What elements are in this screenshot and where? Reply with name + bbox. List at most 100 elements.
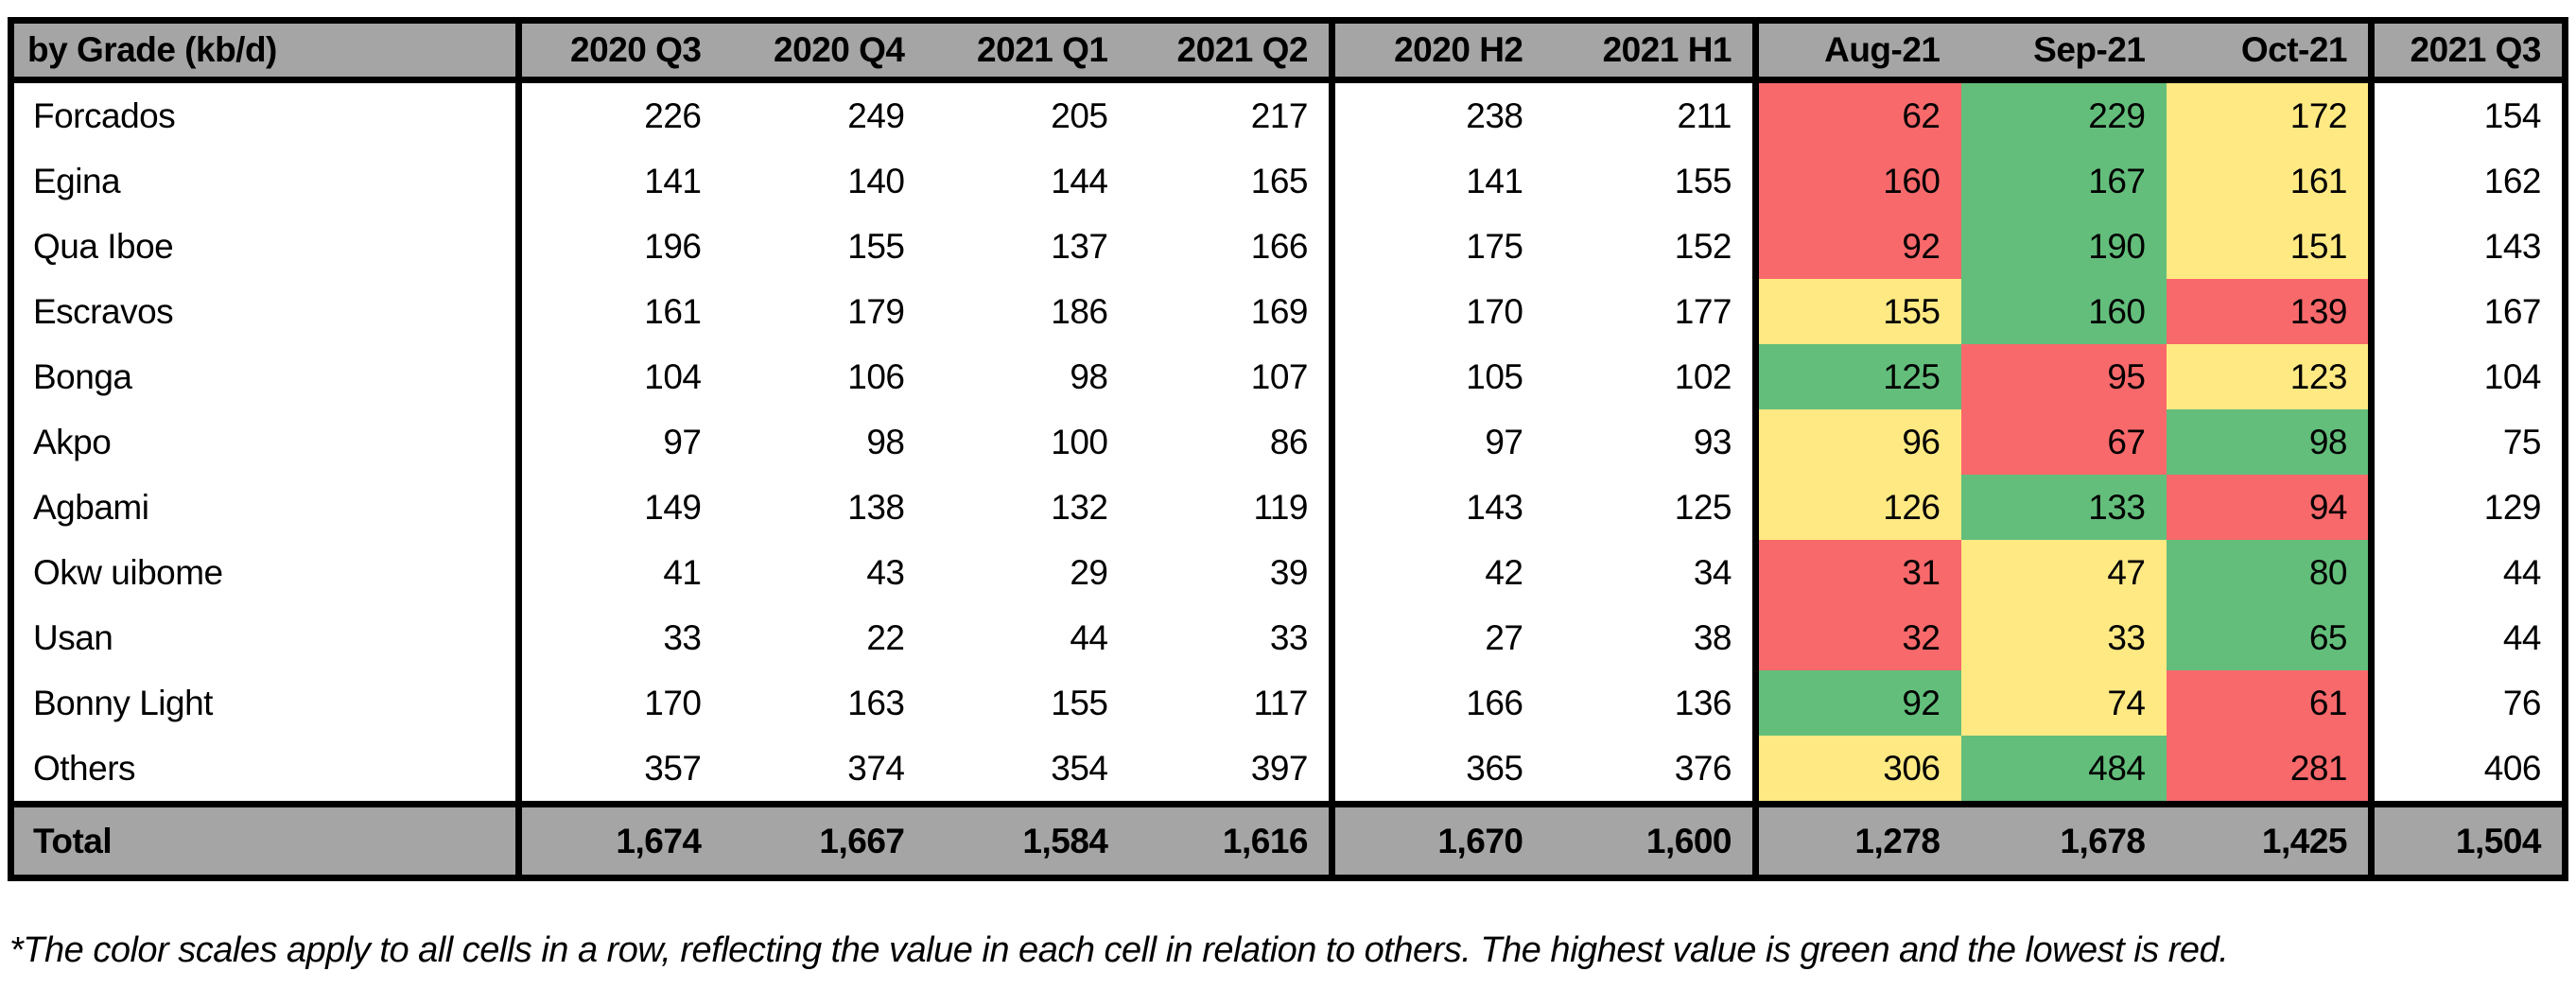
month-value-cell: 94 — [2166, 475, 2372, 540]
value-cell: 196 — [515, 214, 722, 279]
value-cell: 137 — [1051, 226, 1108, 266]
value-cell: 161 — [515, 279, 722, 344]
value-cell: 33 — [515, 605, 722, 670]
value-cell: 38 — [1693, 617, 1732, 657]
value-cell: 374 — [847, 748, 905, 788]
table-row: Escravos 161 179 186 169 170 177 155 160 139 167 — [11, 279, 2566, 344]
month-value-cell: 32 — [1752, 605, 1961, 670]
value-cell: 107 — [1250, 356, 1309, 396]
value-cell: 226 — [515, 79, 722, 148]
month-value-cell: 62 — [1752, 79, 1961, 148]
value-cell: 41 — [515, 540, 722, 605]
total-value-cell: 1,425 — [2166, 801, 2372, 878]
value-cell: 100 — [1051, 422, 1108, 461]
grade-cell: Egina — [33, 161, 121, 200]
grade-cell: Escravos — [33, 291, 174, 331]
month-value-cell: 123 — [2166, 344, 2372, 409]
column-header: 2021 Q1 — [925, 20, 1129, 83]
value-cell: 155 — [1674, 161, 1732, 200]
value-cell: 129 — [2368, 475, 2566, 540]
table-body: Forcados 226 249 205 217 238 211 62 229 172 154 Egi… — [11, 79, 2566, 805]
value-cell: 354 — [1051, 748, 1108, 788]
value-cell: 155 — [847, 226, 905, 266]
value-cell: 33 — [1269, 617, 1309, 657]
column-header: Oct-21 — [2166, 20, 2372, 83]
table-row: Bonga 104 106 98 107 105 102 125 95 123 104 — [11, 344, 2566, 409]
value-cell: 238 — [1329, 79, 1544, 148]
column-header: 2020 Q4 — [722, 20, 926, 83]
value-cell: 44 — [2368, 605, 2566, 670]
value-cell: 169 — [1250, 291, 1309, 331]
month-value-cell: 80 — [2166, 540, 2372, 605]
value-cell: 97 — [515, 409, 722, 475]
grade-cell: Usan — [33, 617, 113, 657]
value-cell: 149 — [515, 475, 722, 540]
month-value-cell: 172 — [2166, 79, 2372, 148]
grade-cell: Others — [33, 748, 136, 788]
month-value-cell: 151 — [2166, 214, 2372, 279]
table-row: Usan 33 22 44 33 27 38 32 33 65 44 — [11, 605, 2566, 670]
month-value-cell: 306 — [1752, 736, 1961, 805]
table-row: Bonny Light 170 163 155 117 166 136 92 74 61 76 — [11, 670, 2566, 736]
value-cell: 27 — [1329, 605, 1544, 670]
value-cell: 170 — [515, 670, 722, 736]
total-value-cell: 1,667 — [722, 801, 926, 878]
month-value-cell: 126 — [1752, 475, 1961, 540]
total-value-cell: 1,278 — [1752, 801, 1961, 878]
month-value-cell: 96 — [1752, 409, 1961, 475]
total-value-cell: 1,584 — [925, 801, 1129, 878]
value-cell: 167 — [2368, 279, 2566, 344]
value-cell: 22 — [866, 617, 905, 657]
value-cell: 105 — [1329, 344, 1544, 409]
month-value-cell: 161 — [2166, 148, 2372, 214]
value-cell: 141 — [1329, 148, 1544, 214]
value-cell: 406 — [2368, 736, 2566, 805]
value-cell: 217 — [1250, 95, 1309, 135]
total-value-cell: 1,678 — [1960, 801, 2167, 878]
value-cell: 365 — [1329, 736, 1544, 805]
value-cell: 76 — [2368, 670, 2566, 736]
header-row: by Grade (kb/d) 2020 Q3 2020 Q4 2021 Q1 202… — [10, 20, 2566, 83]
value-cell: 98 — [866, 422, 905, 461]
month-value-cell: 133 — [1960, 475, 2167, 540]
corner-header-by-grade: by Grade (kb/d) — [10, 20, 519, 83]
value-cell: 104 — [515, 344, 722, 409]
value-cell: 357 — [515, 736, 722, 805]
column-header: 2020 Q3 — [515, 20, 722, 83]
table-row: Akpo 97 98 100 86 97 93 96 67 98 75 — [11, 409, 2566, 475]
value-cell: 44 — [1070, 617, 1108, 657]
value-cell: 102 — [1674, 356, 1732, 396]
value-cell: 397 — [1250, 748, 1309, 788]
value-cell: 179 — [847, 291, 905, 331]
grade-cell: Okw uibome — [33, 552, 223, 592]
value-cell: 163 — [847, 683, 905, 722]
value-cell: 42 — [1329, 540, 1544, 605]
month-value-cell: 74 — [1960, 670, 2167, 736]
value-cell: 143 — [1329, 475, 1544, 540]
value-cell: 143 — [2368, 214, 2566, 279]
value-cell: 186 — [1051, 291, 1108, 331]
value-cell: 104 — [2368, 344, 2566, 409]
value-cell: 144 — [1051, 161, 1108, 200]
value-cell: 376 — [1674, 748, 1732, 788]
value-cell: 205 — [1051, 95, 1108, 135]
table-row: Egina 141 140 144 165 141 155 160 167 161 162 — [11, 148, 2566, 214]
month-value-cell: 190 — [1960, 214, 2167, 279]
month-value-cell: 167 — [1960, 148, 2167, 214]
value-cell: 117 — [1253, 683, 1309, 722]
grade-cell: Forcados — [33, 95, 176, 135]
month-value-cell: 98 — [2166, 409, 2372, 475]
month-value-cell: 139 — [2166, 279, 2372, 344]
column-header: 2021 Q2 — [1128, 20, 1332, 83]
total-value-cell: 1,616 — [1128, 801, 1332, 878]
month-value-cell: 67 — [1960, 409, 2167, 475]
month-value-cell: 95 — [1960, 344, 2167, 409]
value-cell: 177 — [1674, 291, 1732, 331]
month-value-cell: 125 — [1752, 344, 1961, 409]
total-value-cell: 1,670 — [1329, 801, 1544, 878]
column-header: 2021 Q3 — [2368, 20, 2566, 83]
value-cell: 138 — [847, 487, 905, 527]
grade-cell: Agbami — [33, 487, 149, 527]
value-cell: 86 — [1269, 422, 1309, 461]
month-value-cell: 281 — [2166, 736, 2372, 805]
